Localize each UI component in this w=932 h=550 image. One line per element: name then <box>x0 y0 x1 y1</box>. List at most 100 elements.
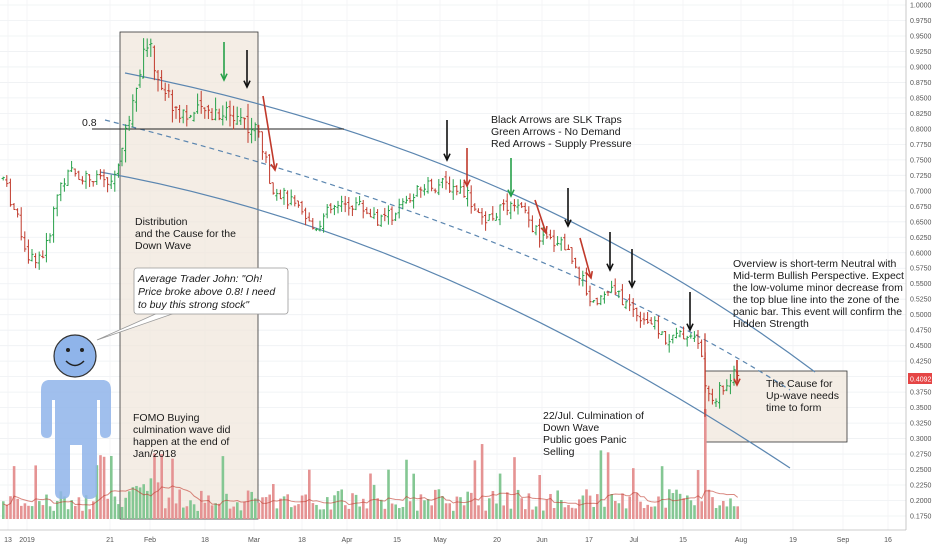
person-head <box>53 334 97 378</box>
volume-bar <box>704 409 707 519</box>
x-tick-label: 16 <box>884 537 892 544</box>
volume-bar <box>567 505 570 519</box>
volume-bar <box>426 499 430 519</box>
bubble-line-2: Price broke above 0.8! I need <box>138 286 276 298</box>
volume-bar <box>714 507 718 519</box>
x-axis-ticks: 13 2019 21 Feb 18 Mar 18 Apr 15 May 20 Jun 17 Jul 15 Au… <box>4 537 892 544</box>
culmination-line-2: Down Wave <box>543 422 599 434</box>
volume-bar <box>635 493 639 519</box>
cause-zone-box <box>704 370 848 443</box>
x-tick-label: 19 <box>789 537 797 544</box>
volume-bar <box>423 500 426 519</box>
volume-bar <box>74 505 77 519</box>
overview-line-1: Overview is short-term Neutral with <box>733 258 897 270</box>
volume-bar <box>358 506 361 519</box>
x-tick-label: 15 <box>393 537 401 544</box>
volume-bar <box>574 508 577 519</box>
volume-bar <box>401 506 405 519</box>
overview-line-6: Hidden Strength <box>733 318 809 330</box>
red-arrow-supply <box>579 237 592 279</box>
red-arrow-supply-head <box>585 270 594 280</box>
volume-bar <box>682 498 685 519</box>
volume-bar <box>437 489 441 519</box>
volume-bar <box>149 478 153 519</box>
channel-mid-line <box>104 119 791 391</box>
volume-bar <box>113 496 117 519</box>
y-tick-label: 0.4500 <box>910 343 932 350</box>
volume-bar <box>495 503 498 519</box>
candles <box>1 38 740 417</box>
black-arrow-trap-head <box>606 263 614 272</box>
volume-bar <box>63 496 66 519</box>
overview-line-5: panic bar. This event will confirm the <box>733 306 902 318</box>
volume-bar <box>311 503 315 519</box>
volume-bar <box>102 456 106 519</box>
volume-bar <box>354 494 358 519</box>
volume-bar <box>275 508 279 519</box>
y-tick-label: 0.8750 <box>910 80 932 87</box>
y-tick-label: 0.5250 <box>910 297 932 304</box>
red-arrow-supply-head <box>463 179 471 188</box>
y-axis-ticks: 1.0000 0.9750 0.9500 0.9250 0.9000 0.8750 0.85… <box>910 3 932 521</box>
volume-bar <box>30 506 34 519</box>
volume-bar <box>369 473 372 519</box>
overview-note: Overview is short-term Neutral with Mid-… <box>733 258 907 330</box>
volume-bar <box>41 505 45 519</box>
volume-bar <box>678 493 682 519</box>
volume-bar <box>624 508 628 519</box>
volume-bar <box>660 466 664 519</box>
y-tick-label: 0.9250 <box>910 49 932 56</box>
person-body <box>41 380 111 499</box>
y-tick-label: 0.7500 <box>910 157 932 164</box>
culmination-line-1: 22/Jul. Culmination of <box>543 410 644 422</box>
volume-bar <box>347 508 351 519</box>
volume-bar <box>70 500 73 519</box>
volume-bar <box>732 506 736 519</box>
volume-bar <box>498 473 502 519</box>
red-arrow-supply-head <box>540 225 548 235</box>
x-tick-label: Sep <box>837 537 850 544</box>
volume-bar <box>534 506 538 519</box>
distribution-note: Distribution and the Cause for the Down … <box>135 216 239 252</box>
culmination-line-3: Public goes Panic <box>543 434 626 446</box>
volume-bar <box>488 498 491 519</box>
legend-line-2: Green Arrows - No Demand <box>491 126 621 138</box>
volume-bar <box>27 505 30 519</box>
volume-bar <box>617 503 621 519</box>
overview-line-2: Mid-term Bullish Perspective. Expect <box>733 270 904 282</box>
x-tick-label: 2019 <box>19 537 35 544</box>
volume-bar <box>372 484 376 519</box>
volume-bar <box>452 510 455 519</box>
volume-bar <box>538 474 541 519</box>
distribution-line-2: and the Cause for the <box>135 228 236 240</box>
volume-bar <box>578 499 581 519</box>
volume-bar <box>146 490 149 519</box>
volume-bar <box>603 506 606 519</box>
volume-bar <box>455 496 459 519</box>
volume-bar <box>214 503 217 519</box>
volume-bar <box>552 508 556 519</box>
volume-bar <box>308 469 311 519</box>
volume-bar <box>725 506 729 519</box>
volume-bar <box>156 482 160 519</box>
speech-bubble <box>133 267 289 315</box>
y-tick-label: 0.3750 <box>910 390 932 397</box>
volume-bar <box>405 459 408 519</box>
current-price-tag: 0.4092 <box>908 373 932 384</box>
volume-bar <box>142 484 145 519</box>
volume-bar <box>92 501 95 519</box>
x-tick-label: 21 <box>106 537 114 544</box>
x-tick-label: Feb <box>144 537 156 544</box>
distribution-line-1: Distribution <box>135 216 188 228</box>
volume-bar <box>20 505 23 519</box>
volume-bar <box>110 455 113 519</box>
volume-bar <box>610 494 613 519</box>
black-arrow-trap-head <box>243 80 251 89</box>
volume-bar <box>293 505 297 519</box>
volume-bar <box>225 493 228 519</box>
volume-bar <box>570 507 574 519</box>
person-eye-left <box>66 348 70 352</box>
volume-bar <box>441 496 444 519</box>
volume-bar <box>38 501 41 519</box>
